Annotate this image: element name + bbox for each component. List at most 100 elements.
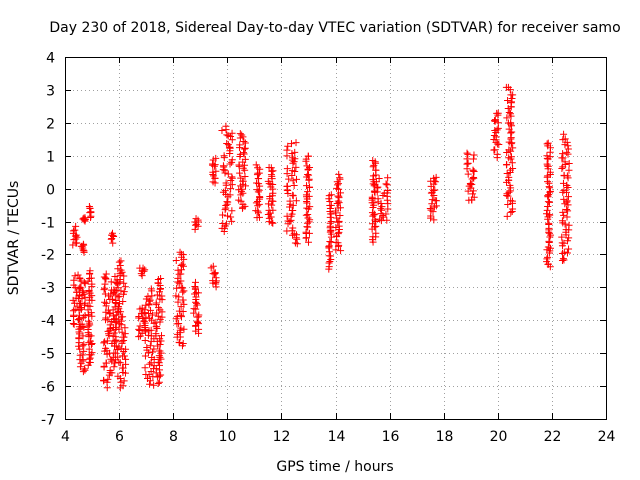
data-point-marker	[102, 299, 110, 307]
data-point-marker	[103, 378, 111, 386]
data-point-marker	[463, 149, 471, 157]
data-point-marker	[146, 380, 154, 388]
data-point-marker	[256, 193, 264, 201]
data-point-marker	[565, 166, 573, 174]
data-point-marker	[228, 129, 236, 137]
data-point-marker	[135, 333, 143, 341]
data-point-marker	[81, 366, 89, 374]
data-point-marker	[154, 380, 162, 388]
data-point-marker	[156, 347, 164, 355]
data-point-marker	[505, 108, 513, 116]
y-axis-title: SDTVAR / TECUs	[6, 181, 22, 296]
data-point-marker	[78, 320, 86, 328]
data-point-marker	[336, 189, 344, 197]
data-point-marker	[236, 141, 244, 149]
data-point-marker	[121, 324, 129, 332]
data-point-marker	[369, 233, 377, 241]
y-tick-label: 2	[46, 117, 55, 133]
data-point-marker	[292, 231, 300, 239]
data-point-marker	[283, 146, 291, 154]
data-point-marker	[88, 280, 96, 288]
data-point-marker	[432, 173, 440, 181]
data-point-marker	[253, 179, 261, 187]
data-point-marker	[191, 278, 199, 286]
data-point-marker	[86, 337, 94, 345]
data-point-marker	[559, 150, 567, 158]
data-point-marker	[560, 248, 568, 256]
data-point-marker	[303, 162, 311, 170]
data-point-marker	[372, 217, 380, 225]
data-point-marker	[77, 299, 85, 307]
data-point-marker	[546, 198, 554, 206]
data-point-marker	[110, 363, 118, 371]
data-point-marker	[564, 207, 572, 215]
data-point-marker	[544, 253, 552, 261]
data-point-marker	[265, 163, 273, 171]
data-point-marker	[104, 375, 112, 383]
data-point-marker	[490, 117, 498, 125]
data-point-marker	[544, 192, 552, 200]
data-point-marker	[80, 323, 88, 331]
data-point-marker	[107, 278, 115, 286]
data-point-marker	[289, 201, 297, 209]
data-point-marker	[236, 169, 244, 177]
data-point-marker	[228, 156, 236, 164]
data-point-marker	[502, 83, 510, 91]
data-point-marker	[69, 241, 77, 249]
data-point-marker	[87, 209, 95, 217]
data-point-marker	[80, 278, 88, 286]
data-point-marker	[236, 130, 244, 138]
data-point-marker	[464, 170, 472, 178]
data-point-marker	[428, 200, 436, 208]
data-point-marker	[195, 311, 203, 319]
data-point-marker	[109, 324, 117, 332]
data-point-marker	[303, 182, 311, 190]
data-point-marker	[545, 237, 553, 245]
y-tick-label: -3	[41, 281, 55, 297]
data-point-marker	[264, 200, 272, 208]
data-point-marker	[238, 185, 246, 193]
data-point-marker	[146, 342, 154, 350]
data-point-marker	[503, 114, 511, 122]
data-point-marker	[100, 376, 108, 384]
data-point-marker	[155, 378, 163, 386]
y-tick-label: -7	[41, 413, 55, 429]
data-point-marker	[135, 325, 143, 333]
data-point-marker	[503, 170, 511, 178]
data-point-marker	[209, 178, 217, 186]
data-point-marker	[76, 283, 84, 291]
data-point-marker	[560, 171, 568, 179]
data-point-marker	[380, 189, 388, 197]
data-point-marker	[209, 262, 217, 270]
data-point-marker	[291, 148, 299, 156]
data-point-marker	[493, 126, 501, 134]
data-point-marker	[239, 164, 247, 172]
data-point-marker	[141, 319, 149, 327]
data-point-marker	[224, 170, 232, 178]
data-point-marker	[218, 126, 226, 134]
data-point-marker	[175, 338, 183, 346]
data-point-marker	[226, 160, 234, 168]
data-point-marker	[326, 219, 334, 227]
data-point-marker	[153, 325, 161, 333]
data-point-marker	[146, 296, 154, 304]
data-point-marker	[117, 313, 125, 321]
data-point-marker	[506, 181, 514, 189]
data-point-marker	[284, 142, 292, 150]
data-point-marker	[119, 364, 127, 372]
y-tick-label: 0	[46, 183, 55, 199]
data-point-marker	[212, 154, 220, 162]
data-point-marker	[120, 279, 128, 287]
data-point-marker	[102, 270, 110, 278]
data-point-marker	[191, 282, 199, 290]
data-point-marker	[179, 296, 187, 304]
data-point-marker	[147, 359, 155, 367]
data-point-marker	[563, 249, 571, 257]
data-point-marker	[334, 230, 342, 238]
data-point-marker	[115, 325, 123, 333]
data-point-marker	[235, 186, 243, 194]
data-point-marker	[172, 256, 180, 264]
y-tick-label: -4	[41, 314, 55, 330]
data-point-marker	[142, 313, 150, 321]
